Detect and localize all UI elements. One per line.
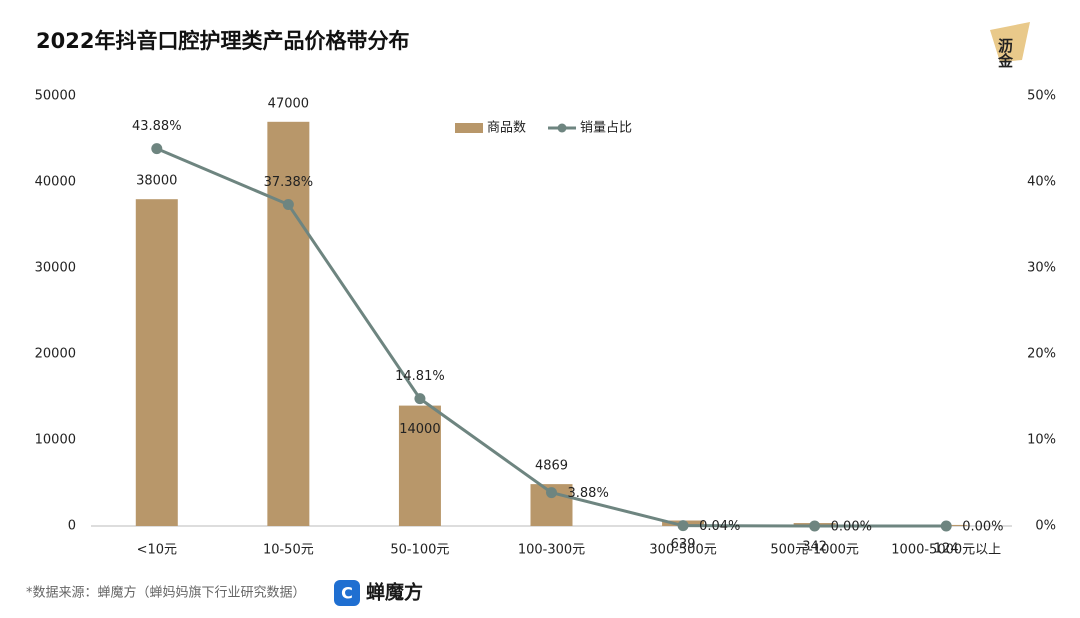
- y-tick-label: 30000: [35, 261, 76, 276]
- corner-logo: 沥金: [996, 38, 1014, 68]
- legend-label: 商品数: [487, 121, 526, 136]
- brand-icon: [334, 580, 360, 606]
- y2-tick-label: 20%: [1027, 347, 1056, 362]
- line-value-label: 0.00%: [831, 520, 872, 535]
- y-tick-label: 0: [68, 519, 76, 534]
- bar-value-label: 639: [671, 537, 696, 552]
- bar: [135, 199, 178, 526]
- line-value-label: 14.81%: [395, 369, 445, 384]
- x-tick-label: 1000-5000元以上: [891, 543, 1001, 558]
- x-tick-label: 300-500元: [649, 543, 716, 558]
- y2-tick-label: 30%: [1027, 261, 1056, 276]
- bar-value-label: 14000: [399, 422, 440, 437]
- x-tick-label: <10元: [137, 543, 177, 558]
- corner-logo-shape: [990, 22, 1030, 62]
- bar-value-label: 47000: [268, 96, 309, 111]
- y2-tick-label: 10%: [1027, 433, 1056, 448]
- line-point: [414, 393, 426, 405]
- bar: [267, 121, 310, 527]
- x-tick-label: 500元-1000元: [770, 543, 859, 558]
- line-point: [677, 520, 689, 532]
- line-value-label: 37.38%: [264, 175, 314, 190]
- line-point: [151, 143, 163, 155]
- line-value-label: 0.00%: [962, 520, 1003, 535]
- source-note: *数据来源：蝉魔方（蝉妈妈旗下行业研究数据）: [26, 585, 306, 601]
- y2-tick-label: 50%: [1027, 89, 1056, 104]
- bar-value-label: 4869: [535, 459, 568, 474]
- line-point: [809, 520, 821, 532]
- y-tick-label: 20000: [35, 347, 76, 362]
- x-tick-label: 10-50元: [263, 543, 314, 558]
- line-point: [282, 199, 294, 211]
- legend-swatch: [455, 123, 483, 133]
- y-tick-label: 50000: [35, 89, 76, 104]
- bar: [398, 405, 441, 526]
- chart-title: 2022年抖音口腔护理类产品价格带分布: [36, 29, 409, 53]
- x-tick-label: 100-300元: [518, 543, 585, 558]
- bar-value-label: 124: [934, 541, 959, 556]
- line-point: [546, 487, 557, 499]
- y-tick-label: 10000: [35, 433, 76, 448]
- y-tick-label: 40000: [35, 175, 76, 190]
- line-value-label: 3.88%: [568, 486, 609, 501]
- legend-marker: [557, 123, 567, 133]
- legend-label: 销量占比: [580, 121, 632, 136]
- y2-tick-label: 40%: [1027, 175, 1056, 190]
- line-value-label: 43.88%: [132, 119, 182, 134]
- line-point: [940, 520, 952, 532]
- bar-value-label: 38000: [136, 174, 177, 189]
- line-value-label: 0.04%: [699, 519, 740, 534]
- y2-tick-label: 0%: [1035, 519, 1056, 534]
- bar-value-label: 342: [802, 540, 827, 555]
- brand-icon-glyph: C: [341, 584, 353, 603]
- x-tick-label: 50-100元: [390, 543, 449, 558]
- brand-name: 蝉魔方: [366, 581, 423, 604]
